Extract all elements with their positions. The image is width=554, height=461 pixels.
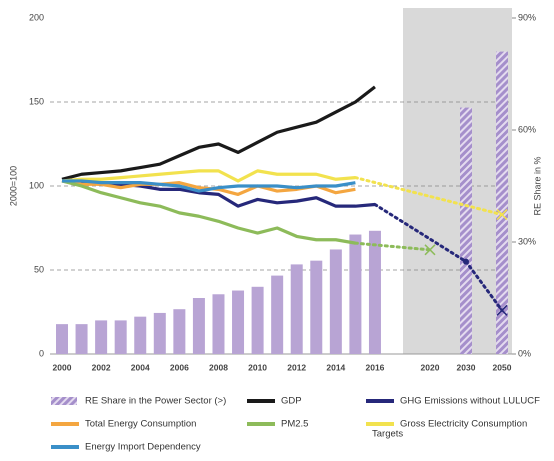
line [62,179,356,193]
x-tick-label: 2012 [287,362,306,372]
x-tick-label: 2030 [457,362,476,372]
target-marker [496,304,508,316]
bar [75,324,88,354]
y2-tick-label: 0% [518,348,531,358]
line [61,179,356,245]
projection-region [403,8,512,354]
x-tick-label: 2016 [365,362,384,372]
x-tick-label: 2008 [209,362,228,372]
legend-swatch [51,397,77,405]
y-tick-label: 50 [34,264,44,274]
x-tick-label: 2000 [53,362,72,372]
legend-label: Gross Electricity Consumption [400,419,527,430]
target-marker [496,209,508,221]
bar [290,264,303,354]
bar [496,51,508,354]
line [61,179,376,208]
bar [114,320,127,354]
target-line [373,202,468,264]
y-tick-label: 0 [39,348,44,358]
x-tick-label: 2014 [326,362,345,372]
bar [329,249,342,354]
bar [349,234,362,354]
bar [134,316,147,354]
legend-label: Energy Import Dependency [85,442,201,453]
legend-label: PM2.5 [281,419,308,430]
x-tick-label: 2004 [131,362,150,372]
bar [251,286,264,354]
bar [95,320,108,354]
target-line [353,176,504,217]
bar [271,275,284,354]
bar [368,230,381,354]
y2-tick-label: 60% [518,124,536,134]
legend-label: Total Energy Consumption [85,419,196,430]
bar [173,309,186,354]
bar [310,260,323,354]
y2-axis-label: RE Share in % [532,156,542,215]
y-axis-label: 2000=100 [8,166,18,206]
y-tick-label: 200 [29,12,44,22]
bar [56,324,68,354]
bar [192,298,205,354]
x-tick-label: 2002 [92,362,111,372]
bar [212,294,225,354]
x-tick-label: 2020 [421,362,440,372]
x-tick-label: 2006 [170,362,189,372]
bar [460,107,472,354]
target-line [353,241,432,252]
line [61,85,376,181]
x-tick-label: 2010 [248,362,267,372]
legend-label: GDP [281,396,302,407]
y2-tick-label: 90% [518,12,536,22]
legend-label: RE Share in the Power Sector (>) [85,396,226,407]
line [61,169,356,183]
y-tick-label: 100 [29,180,44,190]
target-marker [424,244,436,256]
y2-tick-label: 30% [518,236,536,246]
target-line [464,260,504,312]
x-tick-label: 2050 [493,362,512,372]
legend-label: GHG Emissions without LULUCF [400,396,540,407]
bar [232,290,245,354]
legend-label: Targets [372,429,403,440]
y-tick-label: 150 [29,96,44,106]
bar [153,312,166,354]
